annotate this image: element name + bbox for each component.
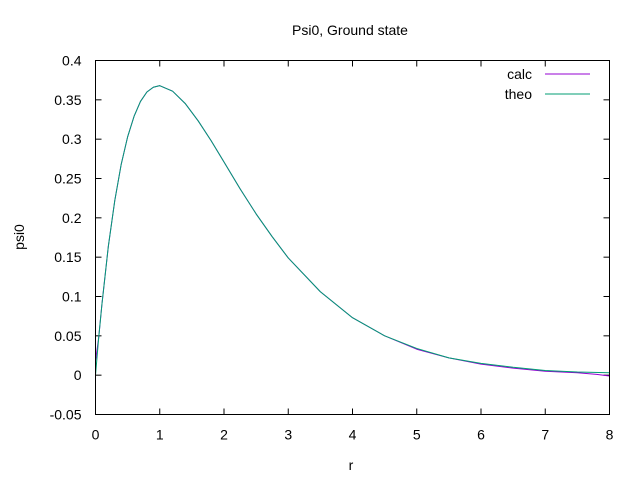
chart-title: Psi0, Ground state xyxy=(292,22,408,38)
plot-area xyxy=(95,85,610,377)
x-tick-label: 3 xyxy=(284,427,292,443)
y-tick-label: 0.3 xyxy=(62,131,82,147)
legend-label-theo: theo xyxy=(505,86,532,102)
x-tick-label: 2 xyxy=(220,427,228,443)
y-tick-label: 0.1 xyxy=(62,289,82,305)
y-tick-label: 0.25 xyxy=(54,171,81,187)
y-axis-label: psi0 xyxy=(11,224,27,250)
x-tick-label: 4 xyxy=(349,427,357,443)
axis-ticks: 0 1 2 3 4 5 6 7 8 -0.05 0 0.05 0.1 0.15 0.2 0.25 0.3 0.35… xyxy=(50,53,614,443)
series-line-theo xyxy=(95,85,610,376)
x-tick-label: 8 xyxy=(606,427,614,443)
y-tick-label: 0.05 xyxy=(54,328,81,344)
legend-label-calc: calc xyxy=(507,66,532,82)
plot-frame xyxy=(95,60,610,415)
y-tick-label: 0.2 xyxy=(62,210,82,226)
y-tick-label: 0 xyxy=(74,367,82,383)
x-tick-label: 5 xyxy=(413,427,421,443)
y-tick-label: -0.05 xyxy=(50,407,82,423)
x-tick-label: 7 xyxy=(541,427,549,443)
x-tick-label: 1 xyxy=(156,427,164,443)
y-tick-label: 0.15 xyxy=(54,249,81,265)
x-tick-label: 6 xyxy=(477,427,485,443)
x-tick-label: 0 xyxy=(92,427,100,443)
y-tick-label: 0.4 xyxy=(62,53,82,69)
legend: calc theo xyxy=(505,66,590,102)
x-axis-label: r xyxy=(349,457,354,473)
series-line-calc xyxy=(95,85,610,377)
y-tick-label: 0.35 xyxy=(54,92,81,108)
